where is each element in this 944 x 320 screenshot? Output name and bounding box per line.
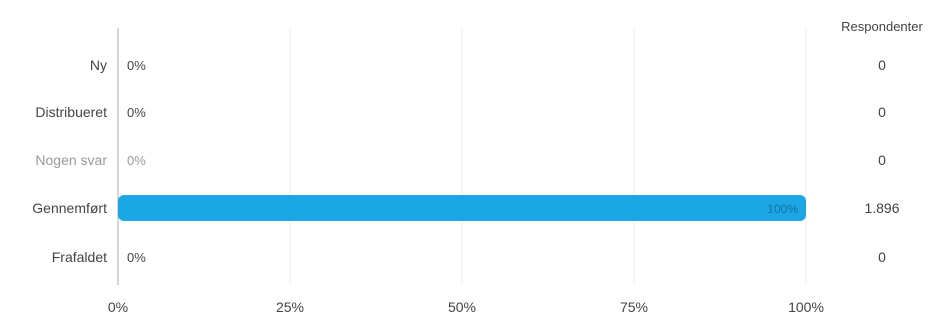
x-tick-label: 50% [448, 299, 476, 315]
bar [118, 195, 806, 221]
data-label: 0% [127, 58, 146, 73]
respondent-count: 0 [878, 104, 886, 120]
x-tick-label: 0% [108, 299, 128, 315]
data-label: 0% [127, 105, 146, 120]
respondent-count: 0 [878, 57, 886, 73]
category-label: Nogen svar [35, 152, 107, 168]
data-label: 100% [767, 202, 798, 216]
x-tick-label: 100% [788, 299, 824, 315]
category-label: Ny [90, 57, 107, 73]
category-label: Distribueret [35, 104, 107, 120]
respondent-count: 0 [878, 249, 886, 265]
respondents-header: Respondenter [841, 19, 923, 34]
x-tick-label: 25% [276, 299, 304, 315]
data-label: 0% [127, 250, 146, 265]
x-tick-label: 75% [620, 299, 648, 315]
respondent-count: 1.896 [864, 200, 899, 216]
respondent-count: 0 [878, 152, 886, 168]
category-label: Gennemført [32, 200, 107, 216]
data-label: 0% [127, 153, 146, 168]
category-label: Frafaldet [52, 249, 107, 265]
